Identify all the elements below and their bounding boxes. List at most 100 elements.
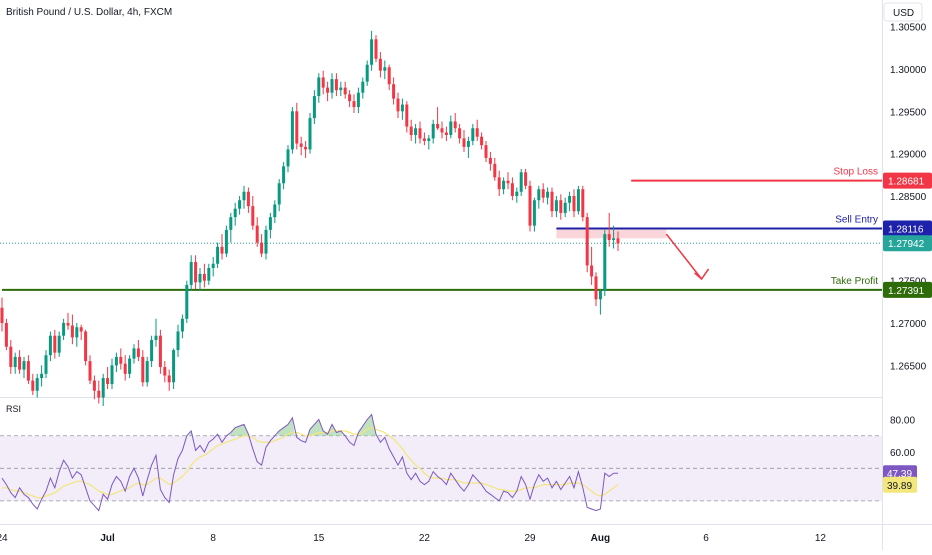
rsi-ma-line — [2, 427, 619, 499]
candle-body — [264, 229, 268, 254]
candle-body — [295, 111, 299, 144]
candle-body — [400, 104, 404, 112]
candle-body — [233, 208, 237, 218]
rsi-overbought-fill — [356, 414, 379, 436]
candle-body — [224, 229, 228, 254]
candle-body — [229, 217, 233, 230]
candle-body — [273, 204, 277, 218]
stop-loss-price-tag — [883, 172, 932, 189]
candle-body — [70, 325, 74, 338]
time-tick-label: 12 — [815, 533, 827, 544]
price-tick-label: 1.29500 — [890, 107, 927, 118]
time-tick-label: Jul — [100, 533, 115, 544]
candle-body — [590, 265, 594, 277]
candle-body — [603, 234, 607, 291]
candle-body — [101, 378, 105, 398]
candle-body — [568, 195, 572, 203]
candle-body — [158, 335, 162, 368]
candle-body — [427, 138, 431, 141]
candle-body — [48, 335, 52, 356]
candle-body — [330, 79, 334, 93]
candle-body — [62, 323, 66, 336]
candle-body — [260, 242, 264, 254]
candle-body — [458, 128, 462, 139]
candle-body — [79, 327, 83, 332]
rsi-overbought-fill — [277, 417, 295, 436]
candle-body — [308, 118, 312, 150]
candle-body — [84, 331, 88, 362]
candle-body — [22, 361, 26, 370]
candle-body — [114, 356, 118, 366]
candle-body — [554, 200, 558, 212]
price-tick-label: 1.26500 — [890, 361, 927, 372]
currency-button[interactable]: USD — [883, 2, 923, 22]
candle-body — [418, 128, 422, 139]
candle-body — [519, 172, 523, 192]
candle-body — [497, 177, 501, 190]
candle-body — [484, 145, 488, 158]
candle-body — [339, 87, 343, 91]
candle-body — [26, 361, 30, 381]
rsi-value-text: 47.39 — [887, 469, 912, 480]
candle-body — [136, 348, 140, 357]
sell-entry-price-tag — [883, 220, 932, 237]
rsi-tick-label: 80.00 — [890, 416, 915, 427]
candle-body — [405, 104, 409, 127]
rsi-label: RSI — [6, 404, 21, 414]
candle-body — [172, 350, 176, 383]
symbol-title: British Pound / U.S. Dollar, 4h, FXCM — [6, 7, 172, 18]
stop-loss-label: Stop Loss — [834, 167, 878, 178]
rsi-ma-value-tag — [883, 476, 917, 493]
candle-body — [106, 378, 110, 384]
candle-body — [9, 346, 13, 368]
sell-entry-zone — [556, 229, 667, 239]
candle-body — [541, 189, 545, 198]
candle-body — [510, 183, 514, 196]
candle-body — [4, 323, 8, 347]
candle-body — [414, 128, 418, 136]
candle-body — [40, 373, 44, 379]
candle-body — [436, 124, 440, 129]
candle-body — [13, 356, 17, 368]
candle-body — [532, 200, 536, 226]
candle-body — [44, 355, 48, 374]
candle-body — [189, 262, 193, 285]
candle-body — [194, 262, 198, 283]
candle-body — [594, 276, 598, 300]
candle-body — [290, 111, 294, 150]
candle-body — [53, 335, 57, 353]
candle-body — [180, 318, 184, 332]
candle-body — [585, 217, 589, 266]
candle-body — [598, 290, 602, 300]
candle-body — [576, 189, 580, 212]
candle-body — [0, 307, 4, 324]
candle-body — [471, 128, 475, 141]
candle-body — [242, 191, 246, 201]
candle-body — [343, 87, 347, 95]
candle-body — [123, 363, 127, 374]
candle-body — [35, 378, 39, 391]
candle-body — [238, 200, 242, 209]
projection-arrow — [665, 233, 703, 280]
candle-body — [326, 87, 330, 93]
candle-body — [502, 180, 506, 190]
candle-body — [251, 206, 255, 226]
candle-body — [299, 143, 303, 147]
candle-body — [185, 284, 189, 319]
candle-body — [110, 365, 114, 384]
candle-body — [475, 128, 479, 137]
current-price-tag — [883, 235, 932, 252]
sell-entry-price-text: 1.28116 — [888, 225, 924, 236]
stop-loss-price-text: 1.28681 — [888, 177, 925, 188]
candle-body — [132, 348, 136, 359]
currency-label: USD — [893, 8, 914, 19]
candle-body — [176, 331, 180, 351]
candle-body — [66, 323, 70, 326]
candle-body — [304, 146, 308, 150]
candle-body — [431, 124, 435, 139]
candle-body — [612, 238, 616, 241]
candle-body — [515, 191, 519, 196]
price-tick-label: 1.30000 — [890, 65, 927, 76]
